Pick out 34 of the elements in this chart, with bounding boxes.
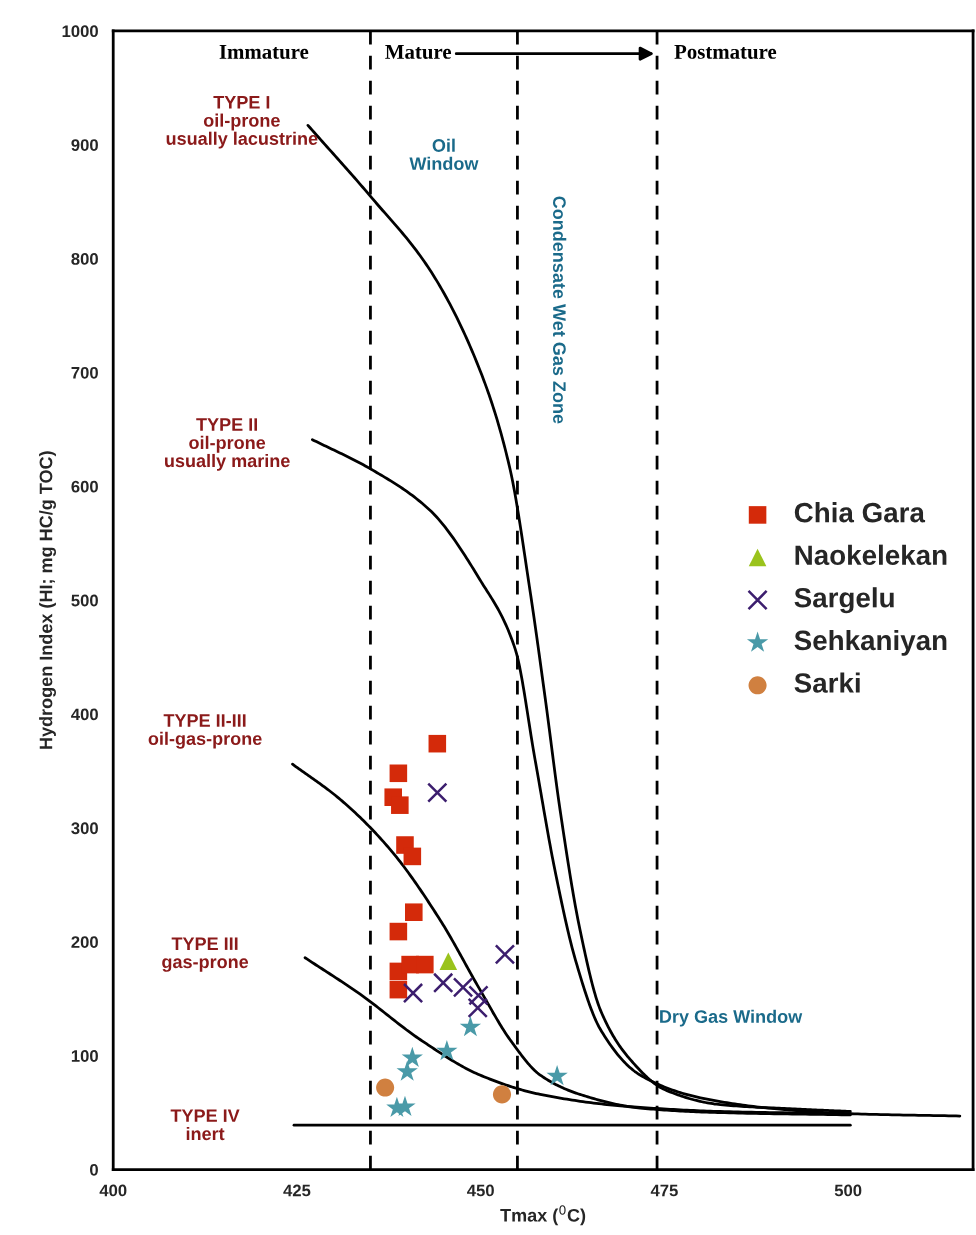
annotation: TYPE I oil-prone usually lacustrine — [166, 96, 318, 149]
y-tick-label: 200 — [71, 936, 98, 949]
legend-label: Sargelu — [794, 587, 894, 614]
annotation: Immature — [219, 45, 309, 59]
x-tick-label: 500 — [834, 1184, 862, 1197]
x-axis-title: Tmax ($^{0}$C) — [500, 1205, 586, 1226]
annotation: TYPE II oil-prone usually marine — [165, 418, 290, 471]
annotation: Condensate Wet Gas Zone — [553, 196, 567, 424]
legend-label: Chia Gara — [794, 502, 926, 523]
annotation: TYPE II-III oil-gas-prone — [148, 714, 262, 749]
x-tick-label: 450 — [467, 1184, 494, 1197]
y-tick-label: 100 — [71, 1050, 98, 1062]
y-tick-label: 300 — [71, 822, 98, 835]
annotation: Mature — [385, 45, 452, 59]
y-tick-label: 700 — [71, 366, 98, 379]
y-tick-label: 400 — [71, 708, 98, 721]
x-tick-label: 400 — [99, 1184, 127, 1197]
y-tick-label: 1000 — [62, 25, 98, 38]
legend-label: Naokelekan — [795, 544, 947, 566]
annotation: Dry Gas Window — [660, 1009, 803, 1027]
annotation: TYPE III gas-prone — [162, 937, 249, 972]
legend-label: Sehkaniyan — [794, 629, 947, 656]
annotation: Oil Window — [409, 138, 479, 171]
annotation: TYPE IV inert — [170, 1109, 240, 1141]
y-tick-label: 900 — [71, 139, 98, 151]
y-tick-label: 800 — [71, 253, 98, 265]
legend-label: Sarki — [794, 672, 860, 693]
y-tick-label: 500 — [71, 594, 98, 607]
y-tick-label: 600 — [71, 480, 98, 493]
y-tick-label: 0 — [90, 1163, 98, 1176]
annotation: Postmature — [674, 45, 777, 59]
x-tick-label: 425 — [283, 1184, 311, 1197]
y-axis-title: Hydrogen Index (HI; mg HC/g TOC) — [39, 451, 56, 749]
x-tick-label: 475 — [650, 1184, 678, 1197]
